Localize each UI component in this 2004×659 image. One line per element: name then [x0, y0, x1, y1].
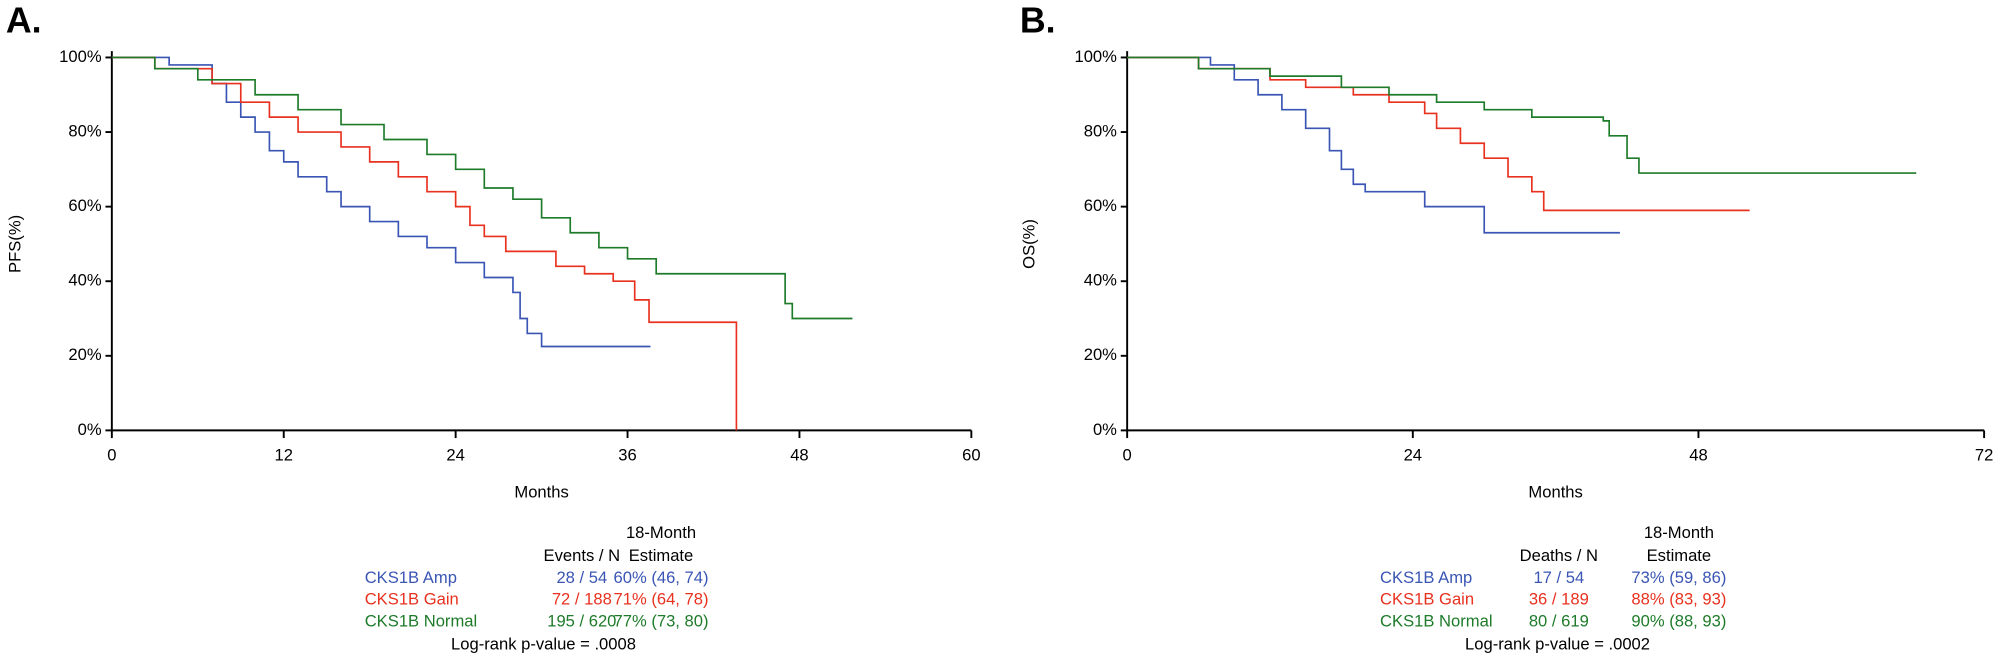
table-cell: 17 / 54: [1533, 568, 1584, 587]
y-tick-label: 100%: [1074, 47, 1117, 66]
table-header: 18-Month: [1644, 523, 1714, 542]
survival-curve: [111, 56, 651, 348]
table-cell: 80 / 619: [1529, 611, 1589, 630]
x-axis-label: Months: [1528, 482, 1582, 501]
legend-label: CKS1B Gain: [365, 590, 459, 609]
y-tick-label: 40%: [1084, 271, 1117, 290]
y-tick-label: 40%: [68, 271, 101, 290]
table-cell: 60% (46, 74): [613, 568, 708, 587]
y-tick-label: 80%: [1084, 121, 1117, 140]
table-footer: Log-rank p-value = .0008: [451, 634, 636, 653]
x-tick-label: 48: [1689, 445, 1707, 464]
x-tick-label: 36: [618, 445, 636, 464]
survival-curve: [1127, 56, 1750, 212]
panel-label: B.: [1020, 0, 1056, 40]
table-header: Estimate: [1647, 546, 1712, 565]
panel-label: A.: [6, 0, 42, 40]
survival-curve: [1127, 56, 1917, 174]
y-axis-label: OS(%): [1019, 219, 1038, 269]
y-axis-label: PFS(%): [5, 215, 24, 273]
survival-curve: [1127, 56, 1620, 234]
y-tick-label: 60%: [68, 196, 101, 215]
x-axis-label: Months: [514, 482, 568, 501]
legend-label: CKS1B Normal: [365, 611, 478, 630]
x-tick-label: 0: [107, 445, 116, 464]
x-tick-label: 48: [790, 445, 808, 464]
table-cell: 73% (59, 86): [1631, 568, 1726, 587]
legend-label: CKS1B Amp: [1380, 568, 1472, 587]
x-tick-label: 12: [275, 445, 293, 464]
y-tick-label: 20%: [68, 345, 101, 364]
table-cell: 77% (73, 80): [613, 611, 708, 630]
table-cell: 71% (64, 78): [613, 590, 708, 609]
y-tick-label: 100%: [59, 47, 102, 66]
table-cell: 88% (83, 93): [1631, 590, 1726, 609]
table-header: Deaths / N: [1520, 546, 1598, 565]
x-tick-label: 24: [446, 445, 464, 464]
legend-label: CKS1B Normal: [1380, 611, 1493, 630]
x-tick-label: 60: [962, 445, 980, 464]
x-tick-label: 0: [1123, 445, 1132, 464]
table-cell: 36 / 189: [1529, 590, 1589, 609]
legend-label: CKS1B Amp: [365, 568, 457, 587]
x-tick-label: 72: [1975, 445, 1993, 464]
table-cell: 90% (88, 93): [1631, 611, 1726, 630]
table-cell: 28 / 54: [556, 568, 607, 587]
table-cell: 72 / 188: [552, 590, 612, 609]
y-tick-label: 20%: [1084, 345, 1117, 364]
table-header: Estimate: [629, 546, 694, 565]
table-header: Events / N: [544, 546, 621, 565]
table-cell: 195 / 620: [547, 611, 616, 630]
survival-curve: [111, 56, 853, 320]
table-footer: Log-rank p-value = .0002: [1465, 634, 1650, 653]
y-tick-label: 0%: [1093, 420, 1117, 439]
y-tick-label: 0%: [78, 420, 102, 439]
y-tick-label: 80%: [68, 121, 101, 140]
survival-curve: [111, 56, 738, 431]
x-tick-label: 24: [1404, 445, 1422, 464]
table-header: 18-Month: [626, 523, 696, 542]
legend-label: CKS1B Gain: [1380, 590, 1474, 609]
y-tick-label: 60%: [1084, 196, 1117, 215]
